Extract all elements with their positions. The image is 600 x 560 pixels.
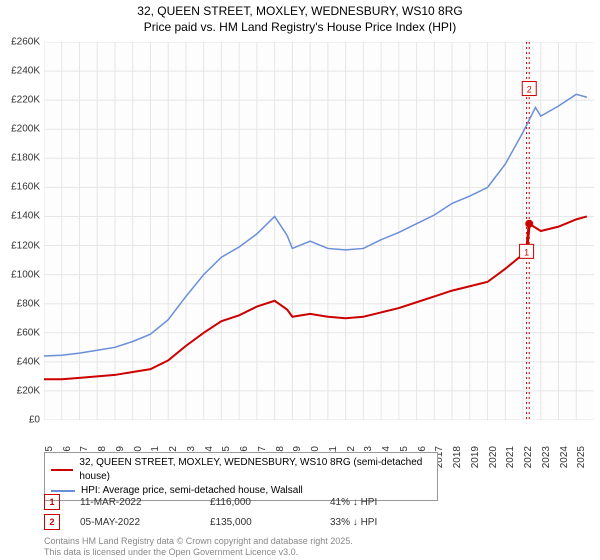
svg-text:1: 1: [524, 247, 529, 257]
y-tick-label: £200K: [11, 124, 40, 135]
y-tick-label: £180K: [11, 153, 40, 164]
y-tick-label: £260K: [11, 37, 40, 48]
transaction-marker: 2: [44, 514, 60, 530]
transaction-row: 2 05-MAY-2022 £135,000 33% ↓ HPI: [44, 514, 584, 530]
x-tick-label: 2024: [559, 446, 570, 468]
x-tick-label: 2022: [523, 446, 534, 468]
legend-label: 32, QUEEN STREET, MOXLEY, WEDNESBURY, WS…: [79, 456, 431, 484]
x-axis: 1995199619971998199920002001200220032004…: [44, 420, 594, 446]
y-tick-label: £240K: [11, 66, 40, 77]
chart-svg: 12: [44, 42, 594, 420]
chart-container: 32, QUEEN STREET, MOXLEY, WEDNESBURY, WS…: [0, 0, 600, 560]
transactions-table: 1 11-MAR-2022 £116,000 41% ↓ HPI 2 05-MAY-202…: [44, 494, 584, 534]
x-tick-label: 2021: [505, 446, 516, 468]
y-tick-label: £20K: [17, 385, 40, 396]
transaction-price: £135,000: [210, 517, 310, 528]
x-tick-label: 2023: [541, 446, 552, 468]
footer: Contains HM Land Registry data © Crown c…: [44, 536, 353, 558]
y-tick-label: £120K: [11, 240, 40, 251]
chart-title: 32, QUEEN STREET, MOXLEY, WEDNESBURY, WS…: [0, 0, 600, 35]
transaction-price: £116,000: [210, 497, 310, 508]
transaction-marker: 1: [44, 494, 60, 510]
transaction-diff: 33% ↓ HPI: [330, 517, 377, 528]
legend-swatch: [51, 490, 75, 492]
svg-text:2: 2: [527, 85, 532, 95]
legend-row: 32, QUEEN STREET, MOXLEY, WEDNESBURY, WS…: [51, 456, 431, 484]
y-tick-label: £140K: [11, 211, 40, 222]
y-tick-label: £160K: [11, 182, 40, 193]
footer-line1: Contains HM Land Registry data © Crown c…: [44, 536, 353, 547]
transaction-date: 11-MAR-2022: [80, 497, 190, 508]
y-tick-label: £0: [29, 415, 40, 426]
plot-area: 12: [44, 42, 594, 420]
y-tick-label: £60K: [17, 327, 40, 338]
y-tick-label: £100K: [11, 269, 40, 280]
x-tick-label: 2025: [576, 446, 587, 468]
title-line2: Price paid vs. HM Land Registry's House …: [0, 20, 600, 36]
x-tick-label: 2018: [452, 446, 463, 468]
footer-line2: This data is licensed under the Open Gov…: [44, 547, 353, 558]
x-tick-label: 2020: [488, 446, 499, 468]
y-axis: £0£20K£40K£60K£80K£100K£120K£140K£160K£1…: [0, 42, 42, 420]
transaction-diff: 41% ↓ HPI: [330, 497, 377, 508]
y-tick-label: £80K: [17, 298, 40, 309]
transaction-row: 1 11-MAR-2022 £116,000 41% ↓ HPI: [44, 494, 584, 510]
y-tick-label: £220K: [11, 95, 40, 106]
transaction-date: 05-MAY-2022: [80, 517, 190, 528]
x-tick-label: 2019: [470, 446, 481, 468]
title-line1: 32, QUEEN STREET, MOXLEY, WEDNESBURY, WS…: [0, 4, 600, 20]
y-tick-label: £40K: [17, 356, 40, 367]
legend-swatch: [51, 469, 73, 471]
